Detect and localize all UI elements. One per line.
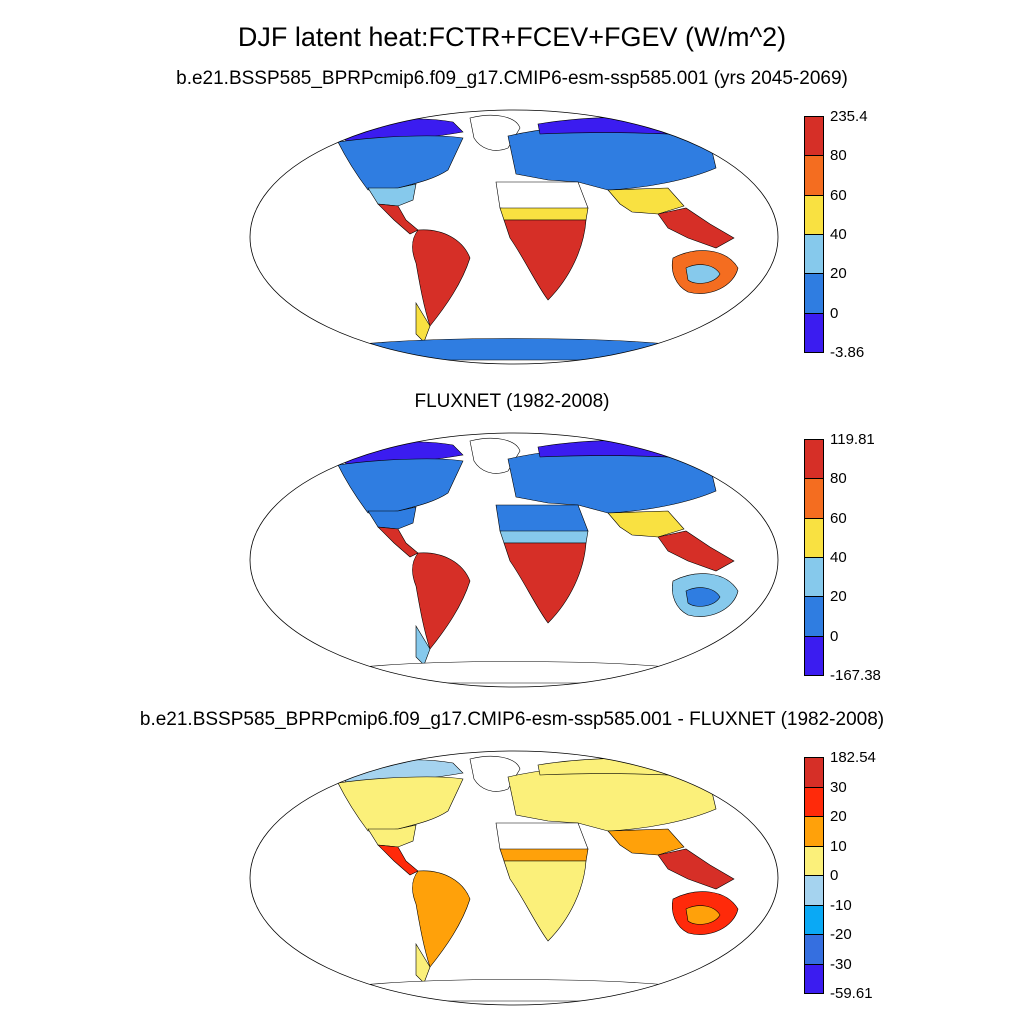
- region-north-america-north: [337, 135, 464, 191]
- colorbar-label: 80: [830, 470, 847, 488]
- region-south-asia: [607, 187, 685, 215]
- figure-title: DJF latent heat:FCTR+FCEV+FGEV (W/m^2): [237, 22, 787, 52]
- colorbar-swatch: [804, 845, 824, 876]
- region-europe-asia: [507, 765, 717, 832]
- map-outline: [249, 432, 779, 688]
- region-north-africa: [495, 504, 589, 536]
- region-africa-sahel: [499, 207, 589, 221]
- map-obs: [248, 431, 780, 689]
- region-australia-interior: [685, 264, 721, 284]
- region-africa-sahel: [499, 530, 589, 544]
- colorbar-swatch: [804, 757, 824, 788]
- colorbar-model: 235.4 80 60 40 20 0 -3.86: [804, 108, 884, 360]
- colorbar-label: 20: [830, 265, 847, 283]
- region-australia-interior: [685, 587, 721, 607]
- region-north-africa: [495, 822, 589, 854]
- colorbar-swatch: [804, 963, 824, 994]
- panel-title-diff: b.e21.BSSP585_BPRPcmip6.f09_g17.CMIP6-es…: [139, 709, 885, 730]
- region-central-america: [377, 526, 419, 558]
- region-africa-central: [503, 219, 587, 301]
- region-australia-interior: [685, 905, 721, 925]
- region-southeast-asia: [657, 207, 735, 249]
- map-svg: [249, 109, 779, 365]
- colorbar-swatch: [804, 904, 824, 935]
- colorbar-label: -30: [830, 955, 852, 973]
- colorbar-label: 40: [830, 226, 847, 243]
- colorbar-label: 0: [830, 627, 839, 645]
- region-greenland: [469, 756, 521, 792]
- colorbar-label: 10: [830, 837, 847, 855]
- region-south-asia: [607, 828, 685, 856]
- colorbar-label: 119.81: [830, 431, 875, 448]
- colorbar-label: 60: [830, 186, 847, 204]
- colorbar-swatch: [804, 439, 824, 480]
- colorbar-swatch: [804, 194, 824, 235]
- colorbar-label: 40: [830, 549, 847, 566]
- colorbar-swatch: [804, 596, 824, 637]
- colorbar-label: 20: [830, 588, 847, 606]
- region-africa-central: [503, 860, 587, 942]
- colorbar-swatch: [804, 816, 824, 847]
- region-europe-asia: [507, 124, 717, 191]
- region-southeast-asia: [657, 848, 735, 890]
- colorbar-label: 0: [830, 867, 839, 884]
- region-greenland: [469, 438, 521, 474]
- region-central-america: [377, 203, 419, 235]
- map-svg: [249, 750, 779, 1006]
- region-greenland: [469, 115, 521, 151]
- colorbar-label: -59.61: [830, 985, 873, 1002]
- colorbar-label: 20: [830, 808, 847, 825]
- colorbar-label: -3.86: [830, 344, 865, 361]
- panel-title-obs: FLUXNET (1982-2008): [414, 391, 610, 412]
- map-diff: [248, 749, 780, 1007]
- region-north-america-north: [337, 776, 464, 832]
- region-europe-asia: [507, 447, 717, 514]
- colorbar-swatch: [804, 635, 824, 676]
- colorbar-label: -10: [830, 896, 852, 914]
- colorbar-swatch: [804, 273, 824, 314]
- region-north-africa: [495, 181, 589, 213]
- map-svg: [249, 432, 779, 688]
- colorbar-diff: 182.54 30 20 10 0 -10 -20 -30 -59.61: [804, 749, 884, 1001]
- colorbar-swatch: [804, 934, 824, 965]
- colorbar-label: -167.38: [830, 667, 881, 684]
- colorbar-swatch: [804, 234, 824, 275]
- region-north-america-north: [337, 458, 464, 514]
- colorbar-label: 30: [830, 778, 847, 796]
- colorbar-swatch: [804, 155, 824, 196]
- colorbar-swatch: [804, 786, 824, 817]
- region-central-america: [377, 844, 419, 876]
- colorbar-label: 0: [830, 304, 839, 322]
- region-africa-central: [503, 542, 587, 624]
- colorbar-swatch: [804, 875, 824, 906]
- map-outline: [249, 750, 779, 1006]
- colorbar-swatch: [804, 557, 824, 598]
- region-south-asia: [607, 510, 685, 538]
- colorbar-swatch: [804, 478, 824, 519]
- colorbar-label: 80: [830, 147, 847, 165]
- colorbar-label: 182.54: [830, 749, 876, 766]
- map-model: [248, 108, 780, 366]
- colorbar-swatch: [804, 517, 824, 558]
- colorbar-swatch: [804, 312, 824, 353]
- colorbar-label: 60: [830, 509, 847, 527]
- region-africa-sahel: [499, 848, 589, 862]
- panel-title-model: b.e21.BSSP585_BPRPcmip6.f09_g17.CMIP6-es…: [176, 68, 848, 89]
- colorbar-swatch: [804, 116, 824, 157]
- colorbar-obs: 119.81 80 60 40 20 0 -167.38: [804, 431, 884, 683]
- colorbar-label: -20: [830, 926, 852, 943]
- map-outline: [249, 109, 779, 365]
- region-southeast-asia: [657, 530, 735, 572]
- colorbar-label: 235.4: [830, 108, 868, 125]
